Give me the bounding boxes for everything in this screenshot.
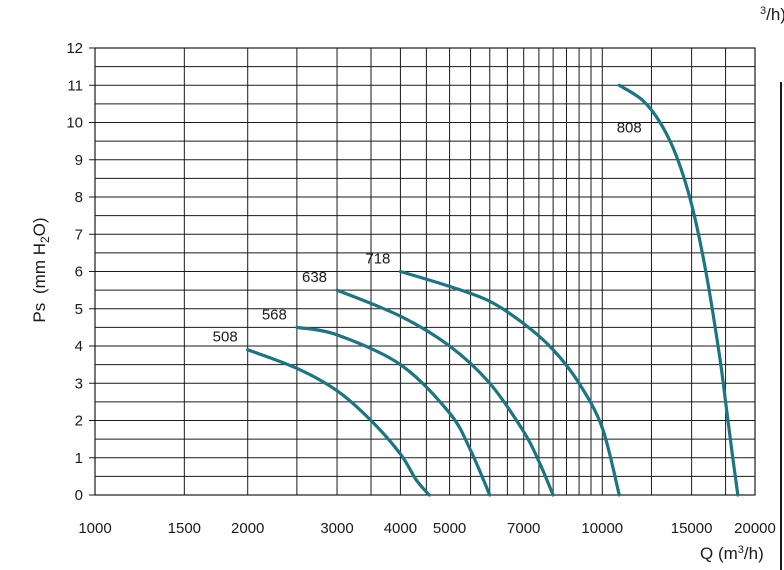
series-line-638 <box>335 288 555 497</box>
series-labels: 508 568 638 718 808 <box>213 119 642 345</box>
y-tick-label: 2 <box>75 413 83 430</box>
x-tick-label: 2000 <box>231 520 264 537</box>
y-tick-label: 6 <box>75 264 83 281</box>
y-tick-label: 11 <box>67 77 83 94</box>
plot-frame <box>94 47 756 496</box>
x-tick-label: 1500 <box>168 520 201 537</box>
series-line-568 <box>295 325 492 497</box>
y-tick-label: 10 <box>66 115 83 132</box>
series-line-508 <box>246 348 431 497</box>
x-tick-label: 5000 <box>433 520 466 537</box>
series-line-808 <box>617 83 740 497</box>
y-tick-label: 9 <box>75 152 83 169</box>
y-tick-label: 0 <box>75 487 83 504</box>
series-curves <box>246 83 740 497</box>
x-tick-label: 7000 <box>507 520 540 537</box>
series-label-808: 808 <box>617 119 642 136</box>
tick-labels: 1000 1500 2000 3000 4000 5000 7000 10000 15000 20… <box>66 40 776 537</box>
y-tick-label: 4 <box>75 338 83 355</box>
y-tick-label: 7 <box>75 226 83 243</box>
series-line-718 <box>398 269 621 497</box>
x-tick-label: 20000 <box>734 520 776 537</box>
y-tick-label: 12 <box>66 40 83 57</box>
y-tick-label: 8 <box>75 189 83 206</box>
x-tick-label: 15000 <box>671 520 713 537</box>
series-label-568: 568 <box>262 306 287 323</box>
series-label-638: 638 <box>302 269 327 286</box>
y-tick-label: 3 <box>75 375 83 392</box>
y-tick-label: 5 <box>75 301 83 318</box>
x-tick-label: 10000 <box>581 520 623 537</box>
y-axis-label: Ps (mm H2O) <box>30 217 52 322</box>
x-tick-label: 4000 <box>384 520 417 537</box>
x-tick-label: 3000 <box>320 520 353 537</box>
y-tick-label: 1 <box>75 450 83 467</box>
x-axis-label: Q (m3/h) <box>700 544 764 563</box>
series-label-718: 718 <box>365 251 390 268</box>
corner-unit-fragment: 3/h) <box>760 5 784 24</box>
x-tick-label: 1000 <box>78 520 111 537</box>
series-label-508: 508 <box>213 329 238 346</box>
